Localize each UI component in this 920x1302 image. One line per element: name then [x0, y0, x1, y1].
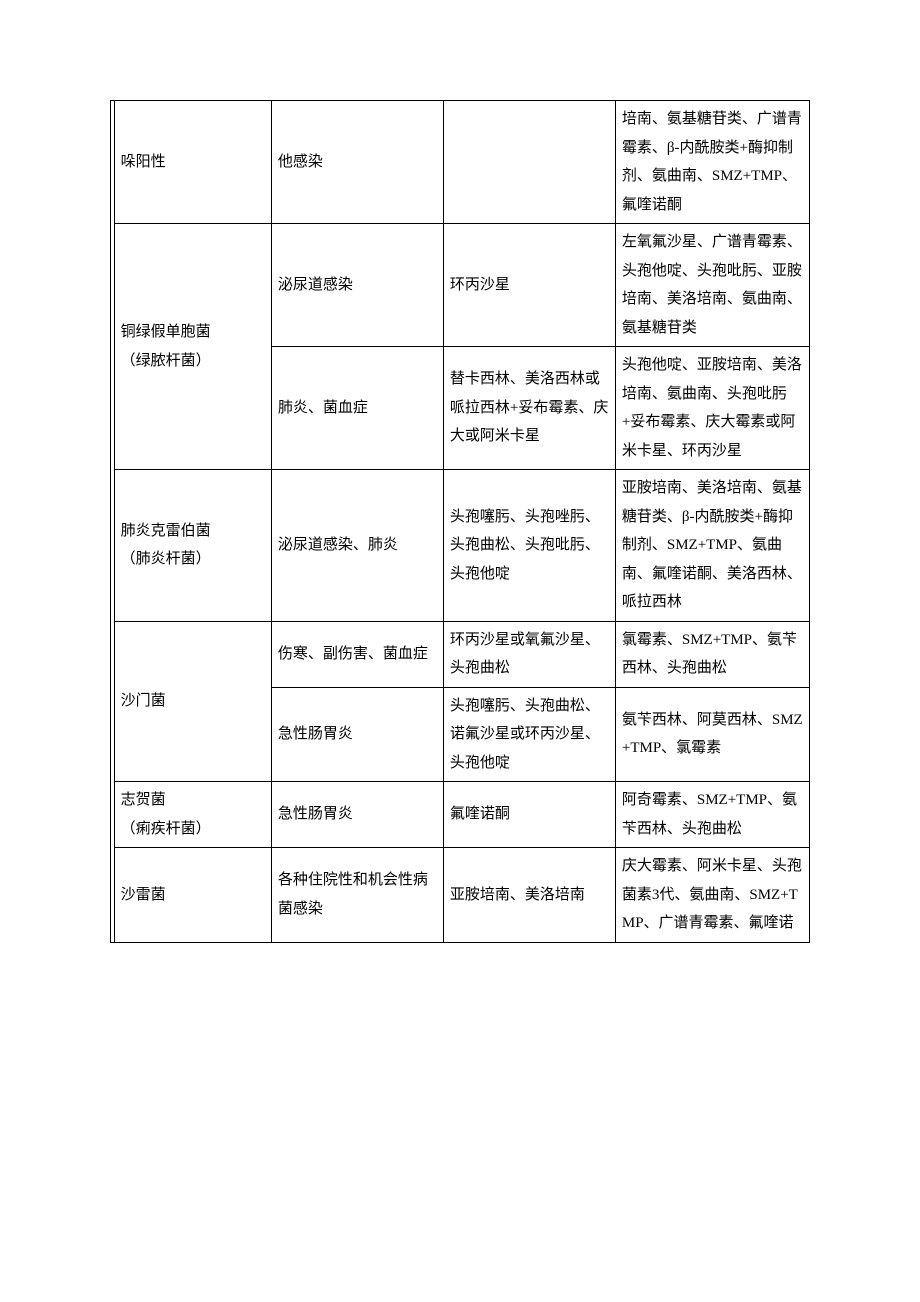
table-row: 肺炎克雷伯菌（肺炎杆菌） 泌尿道感染、肺炎 头孢噻肟、头孢唑肟、头孢曲松、头孢吡…: [111, 470, 810, 622]
first-choice-cell: 头孢噻肟、头孢唑肟、头孢曲松、头孢吡肟、头孢他啶: [443, 470, 615, 622]
first-choice-cell: [443, 101, 615, 224]
alternative-cell: 氯霉素、SMZ+TMP、氨苄西林、头孢曲松: [615, 621, 809, 687]
table-row: 沙雷菌 各种住院性和机会性病菌感染 亚胺培南、美洛培南 庆大霉素、阿米卡星、头孢…: [111, 848, 810, 943]
bacteria-cell: 肺炎克雷伯菌（肺炎杆菌）: [114, 470, 271, 622]
first-choice-cell: 环丙沙星: [443, 224, 615, 347]
first-choice-cell: 亚胺培南、美洛培南: [443, 848, 615, 943]
infection-cell: 各种住院性和机会性病菌感染: [271, 848, 443, 943]
bacteria-cell: 沙门菌: [114, 621, 271, 782]
bacteria-cell: 沙雷菌: [114, 848, 271, 943]
first-choice-cell: 替卡西林、美洛西林或哌拉西林+妥布霉素、庆大或阿米卡星: [443, 347, 615, 470]
infection-cell: 急性肠胃炎: [271, 687, 443, 782]
antibiotic-table: 哚阳性 他感染 培南、氨基糖苷类、广谱青霉素、β-内酰胺类+酶抑制剂、氨曲南、S…: [110, 100, 810, 943]
infection-cell: 急性肠胃炎: [271, 782, 443, 848]
alternative-cell: 培南、氨基糖苷类、广谱青霉素、β-内酰胺类+酶抑制剂、氨曲南、SMZ+TMP、氟…: [615, 101, 809, 224]
alternative-cell: 头孢他啶、亚胺培南、美洛培南、氨曲南、头孢吡肟+妥布霉素、庆大霉素或阿米卡星、环…: [615, 347, 809, 470]
alternative-cell: 亚胺培南、美洛培南、氨基糖苷类、β-内酰胺类+酶抑制剂、SMZ+TMP、氨曲南、…: [615, 470, 809, 622]
table-row: 志贺菌（痢疾杆菌） 急性肠胃炎 氟喹诺酮 阿奇霉素、SMZ+TMP、氨苄西林、头…: [111, 782, 810, 848]
table-row: 铜绿假单胞菌（绿脓杆菌） 泌尿道感染 环丙沙星 左氧氟沙星、广谱青霉素、头孢他啶…: [111, 224, 810, 347]
bacteria-cell: 志贺菌（痢疾杆菌）: [114, 782, 271, 848]
bacteria-cell: 哚阳性: [114, 101, 271, 224]
alternative-cell: 庆大霉素、阿米卡星、头孢菌素3代、氨曲南、SMZ+TMP、广谱青霉素、氟喹诺: [615, 848, 809, 943]
bacteria-cell: 铜绿假单胞菌（绿脓杆菌）: [114, 224, 271, 470]
first-choice-cell: 氟喹诺酮: [443, 782, 615, 848]
infection-cell: 他感染: [271, 101, 443, 224]
alternative-cell: 氨苄西林、阿莫西林、SMZ+TMP、氯霉素: [615, 687, 809, 782]
first-choice-cell: 头孢噻肟、头孢曲松、诺氟沙星或环丙沙星、头孢他啶: [443, 687, 615, 782]
infection-cell: 伤寒、副伤害、菌血症: [271, 621, 443, 687]
infection-cell: 泌尿道感染、肺炎: [271, 470, 443, 622]
table-row: 哚阳性 他感染 培南、氨基糖苷类、广谱青霉素、β-内酰胺类+酶抑制剂、氨曲南、S…: [111, 101, 810, 224]
alternative-cell: 阿奇霉素、SMZ+TMP、氨苄西林、头孢曲松: [615, 782, 809, 848]
infection-cell: 肺炎、菌血症: [271, 347, 443, 470]
table-row: 沙门菌 伤寒、副伤害、菌血症 环丙沙星或氧氟沙星、头孢曲松 氯霉素、SMZ+TM…: [111, 621, 810, 687]
document-page: 哚阳性 他感染 培南、氨基糖苷类、广谱青霉素、β-内酰胺类+酶抑制剂、氨曲南、S…: [0, 0, 920, 1302]
alternative-cell: 左氧氟沙星、广谱青霉素、头孢他啶、头孢吡肟、亚胺培南、美洛培南、氨曲南、氨基糖苷…: [615, 224, 809, 347]
first-choice-cell: 环丙沙星或氧氟沙星、头孢曲松: [443, 621, 615, 687]
infection-cell: 泌尿道感染: [271, 224, 443, 347]
